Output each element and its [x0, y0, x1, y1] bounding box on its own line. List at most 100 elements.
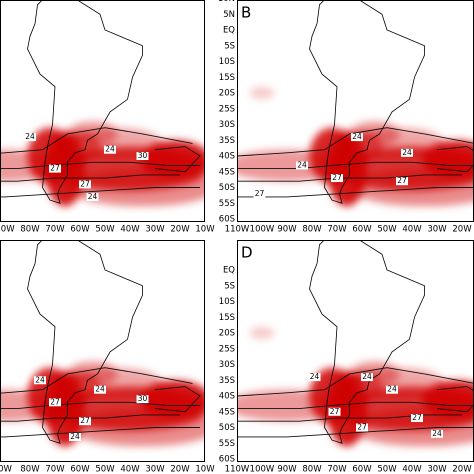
lat-label: 50S — [219, 183, 235, 193]
shading-blob — [67, 361, 118, 387]
contour-line — [154, 146, 201, 173]
lat-label: 10S — [219, 297, 235, 307]
contour-line — [0, 187, 200, 198]
shading-blob — [249, 86, 275, 100]
lon-label: 80W — [302, 465, 322, 474]
coastline — [27, 0, 143, 204]
contour-label: 24 — [352, 132, 362, 141]
contour-label: 24 — [432, 429, 442, 438]
lon-label: 70W — [45, 225, 65, 235]
lon-label: 100W — [250, 225, 275, 235]
panel-frame — [0, 0, 205, 222]
contour-label: 27 — [50, 397, 60, 406]
map-panel: 24 24 30 27 27 24 10W 80W 70W 60W 50W 40W 30W 20W 10W — [0, 0, 215, 235]
lon-label: 70W — [327, 465, 347, 474]
contour-label: 27 — [50, 164, 60, 173]
contour-label: 24 — [105, 145, 115, 154]
shading-blob — [349, 361, 400, 387]
contour-label-bg — [24, 133, 36, 142]
lat-label: 5S — [224, 41, 235, 51]
lon-label: 60W — [70, 465, 90, 474]
contour-label: 24 — [25, 132, 35, 141]
lat-label: 40S — [219, 152, 235, 162]
lon-label: 80W — [20, 225, 40, 235]
lat-label: 55S — [219, 439, 235, 449]
lat-label: 45S — [219, 407, 235, 417]
shading-blob — [0, 149, 68, 182]
shading-blob — [237, 149, 350, 182]
contour-line — [154, 386, 201, 413]
contour-label-bg — [34, 376, 46, 385]
contour-label: 27 — [255, 189, 265, 198]
lat-label: 15S — [219, 73, 235, 83]
coastline — [309, 0, 425, 204]
contour-label-bg — [136, 395, 149, 404]
contour-label-bg — [79, 180, 91, 189]
lon-label: 80W — [20, 465, 40, 474]
panel-label-bg — [239, 243, 255, 261]
lon-label: 110W — [225, 225, 250, 235]
lon-label: 10W — [195, 465, 215, 474]
contour-label: 24 — [70, 432, 80, 441]
shading-blob — [237, 389, 350, 422]
lon-label: 50W — [95, 465, 115, 474]
contour-label: 24 — [362, 372, 372, 381]
contour-label-bg — [253, 189, 266, 198]
lat-label: EQ — [223, 266, 235, 276]
contour-label-bg — [49, 398, 61, 407]
lon-label: 30W — [427, 465, 447, 474]
contour-line — [237, 127, 474, 157]
contour-label-bg — [104, 145, 116, 154]
lat-label: 25S — [219, 104, 235, 114]
lon-label: 80W — [302, 225, 322, 235]
lat-label: 60S — [219, 215, 235, 225]
map-content: 24 24 24 27 27 27 — [237, 0, 474, 207]
contour-label: 27 — [332, 173, 342, 182]
contour-label-bg — [86, 192, 99, 201]
contour-label-bg — [49, 164, 61, 173]
contour-label: 24 — [297, 160, 307, 169]
contour-label-bg — [351, 133, 363, 142]
contour-label: 24 — [310, 372, 320, 381]
lon-label: 30W — [145, 225, 165, 235]
contour-line — [237, 187, 474, 198]
lon-label: 20W — [170, 225, 190, 235]
lat-label: 35S — [219, 136, 235, 146]
lon-label: 40W — [120, 465, 140, 474]
shading-blob — [0, 389, 68, 422]
contour-line — [0, 161, 200, 170]
map-panel: 24 24 24 27 27 27 24 D 110W 100W 90W 80W 70W 60W 50W 40… — [219, 240, 474, 474]
lat-label: 45S — [219, 167, 235, 177]
panel-label: B — [241, 4, 251, 22]
lat-label: 5N — [223, 10, 235, 20]
contour-label-bg — [396, 177, 408, 186]
contour-label-bg — [308, 373, 321, 382]
contour-line — [436, 386, 474, 413]
lat-label: 10N — [218, 0, 235, 4]
contour-label: 24 — [95, 385, 105, 394]
lon-label: 30W — [145, 465, 165, 474]
contour-label: 30 — [138, 394, 148, 403]
contour-line — [0, 174, 180, 182]
lon-label: 30W — [427, 225, 447, 235]
contour-line — [0, 367, 193, 394]
contour-label-bg — [328, 407, 341, 416]
contour-label-bg — [79, 417, 91, 426]
contour-line — [0, 127, 193, 154]
lon-label: 10W — [0, 225, 15, 235]
contour-label: 27 — [80, 179, 90, 188]
lat-label: 15S — [219, 313, 235, 323]
contour-label: 24 — [35, 375, 45, 384]
lat-label: EQ — [223, 26, 235, 36]
contour-label-bg — [296, 161, 308, 170]
contour-line — [237, 174, 462, 182]
lon-label: 60W — [352, 225, 372, 235]
lon-label: 90W — [277, 225, 297, 235]
contour-label-bg — [386, 385, 398, 394]
contour-label-bg — [331, 174, 343, 183]
coastline — [309, 240, 425, 444]
lon-label: 20W — [452, 225, 472, 235]
contour-line — [237, 414, 462, 422]
map-content: 24 24 24 27 27 27 24 — [237, 240, 474, 447]
